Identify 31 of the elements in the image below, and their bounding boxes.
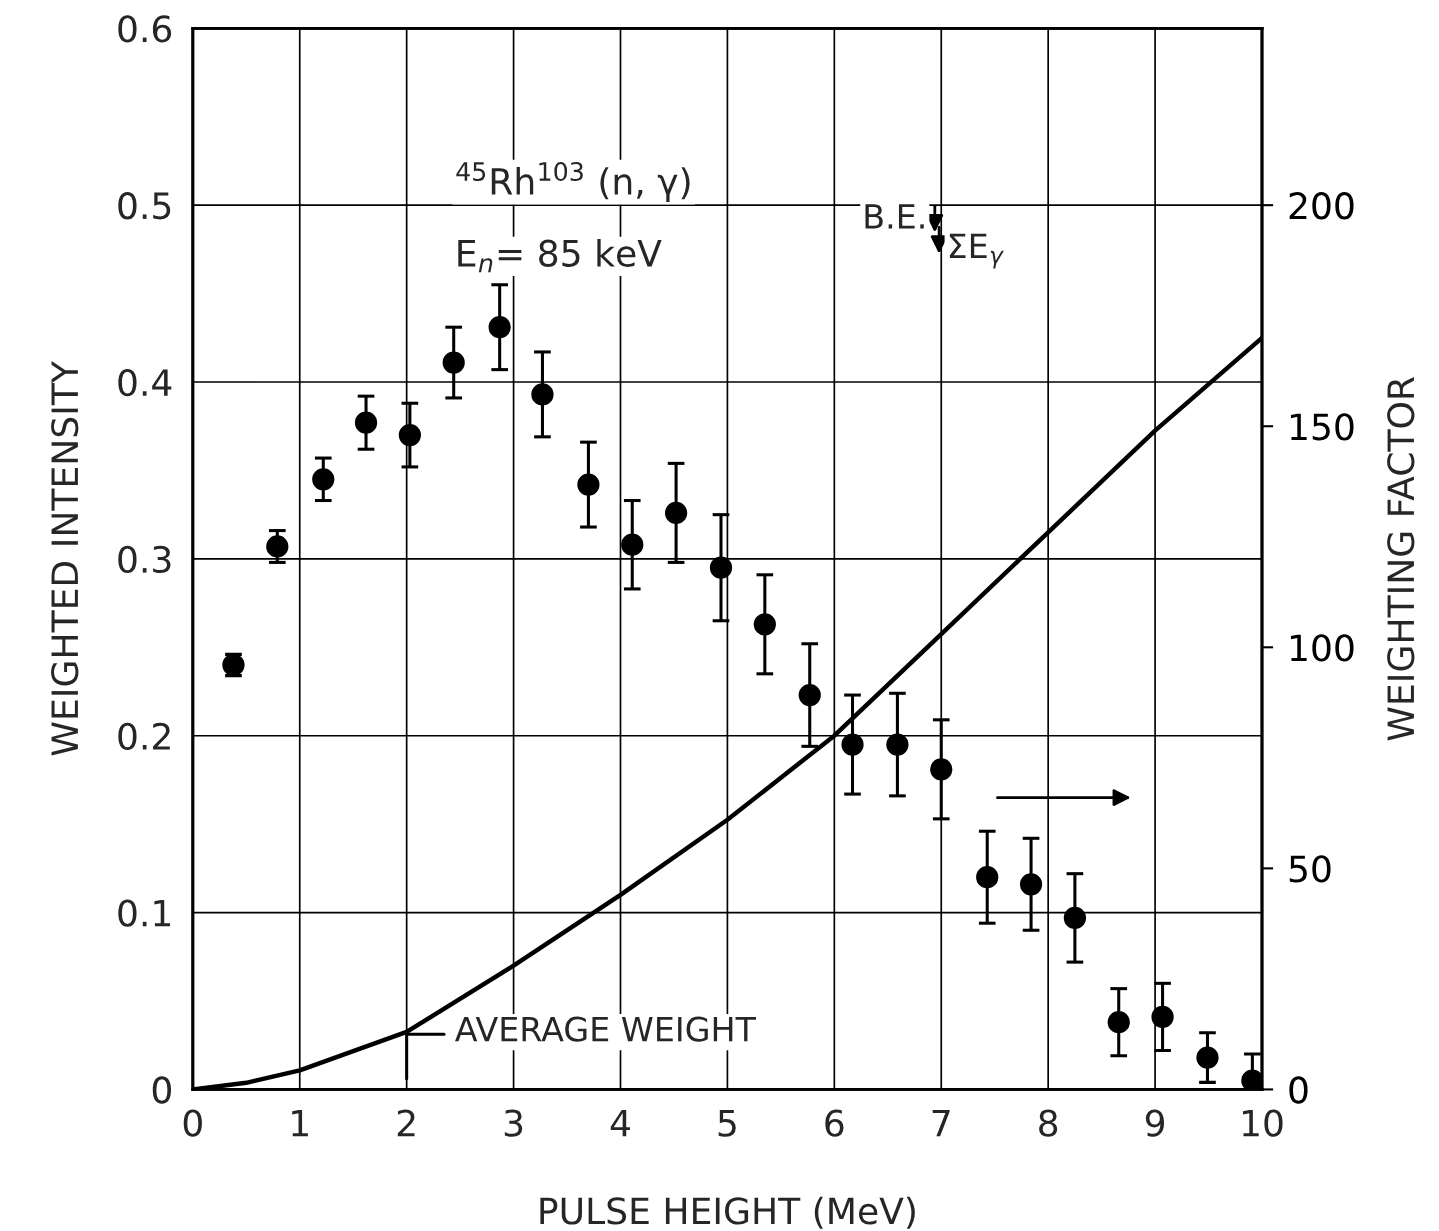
x-tick-label: 10 (1242, 1109, 1283, 1137)
y-tick-label: 0.1 (118, 899, 171, 927)
y2-tick-label: 50 (1289, 855, 1331, 883)
annotation: E$_{n}$= 85 keV (458, 238, 662, 273)
y2-axis-title: WEIGHTING FACTOR (1387, 377, 1415, 741)
x-tick-label: 1 (292, 1109, 308, 1137)
x-tick-label: 9 (1145, 1109, 1165, 1137)
y-tick-label: 0.3 (118, 545, 171, 574)
y-tick-label: 0 (152, 1076, 171, 1104)
x-tick-label: 4 (610, 1109, 630, 1137)
y2-tick-label: 200 (1289, 192, 1354, 220)
x-tick-label: 7 (932, 1109, 950, 1137)
annotation: B.E. (865, 204, 924, 229)
x-tick-label: 6 (825, 1109, 844, 1137)
y2-tick-label: 100 (1290, 634, 1354, 662)
x-tick-label: 2 (397, 1109, 415, 1137)
y-tick-label: 0.2 (118, 722, 170, 750)
y-tick-label: 0.4 (118, 368, 172, 397)
y2-tick-label: 150 (1290, 413, 1354, 441)
annotation: ΣE$_{γ}$ (949, 233, 1004, 269)
y2-tick-label: 0 (1289, 1076, 1308, 1104)
x-tick-label: 8 (1039, 1109, 1058, 1137)
y-tick-label: 0.5 (118, 192, 171, 220)
annotation: AVERAGE WEIGHT (455, 1016, 757, 1042)
x-tick-label: 5 (718, 1109, 736, 1137)
y-tick-label: 0.6 (118, 15, 172, 43)
y-axis-title: WEIGHTED INTENSITY (51, 360, 79, 756)
annotation: $^{45}$Rh$^{103}$ (n, γ) (456, 161, 690, 203)
x-tick-label: 3 (504, 1109, 523, 1137)
x-axis-title: PULSE HEIGHT (MeV) (540, 1196, 915, 1229)
x-tick-label: 0 (183, 1109, 202, 1137)
